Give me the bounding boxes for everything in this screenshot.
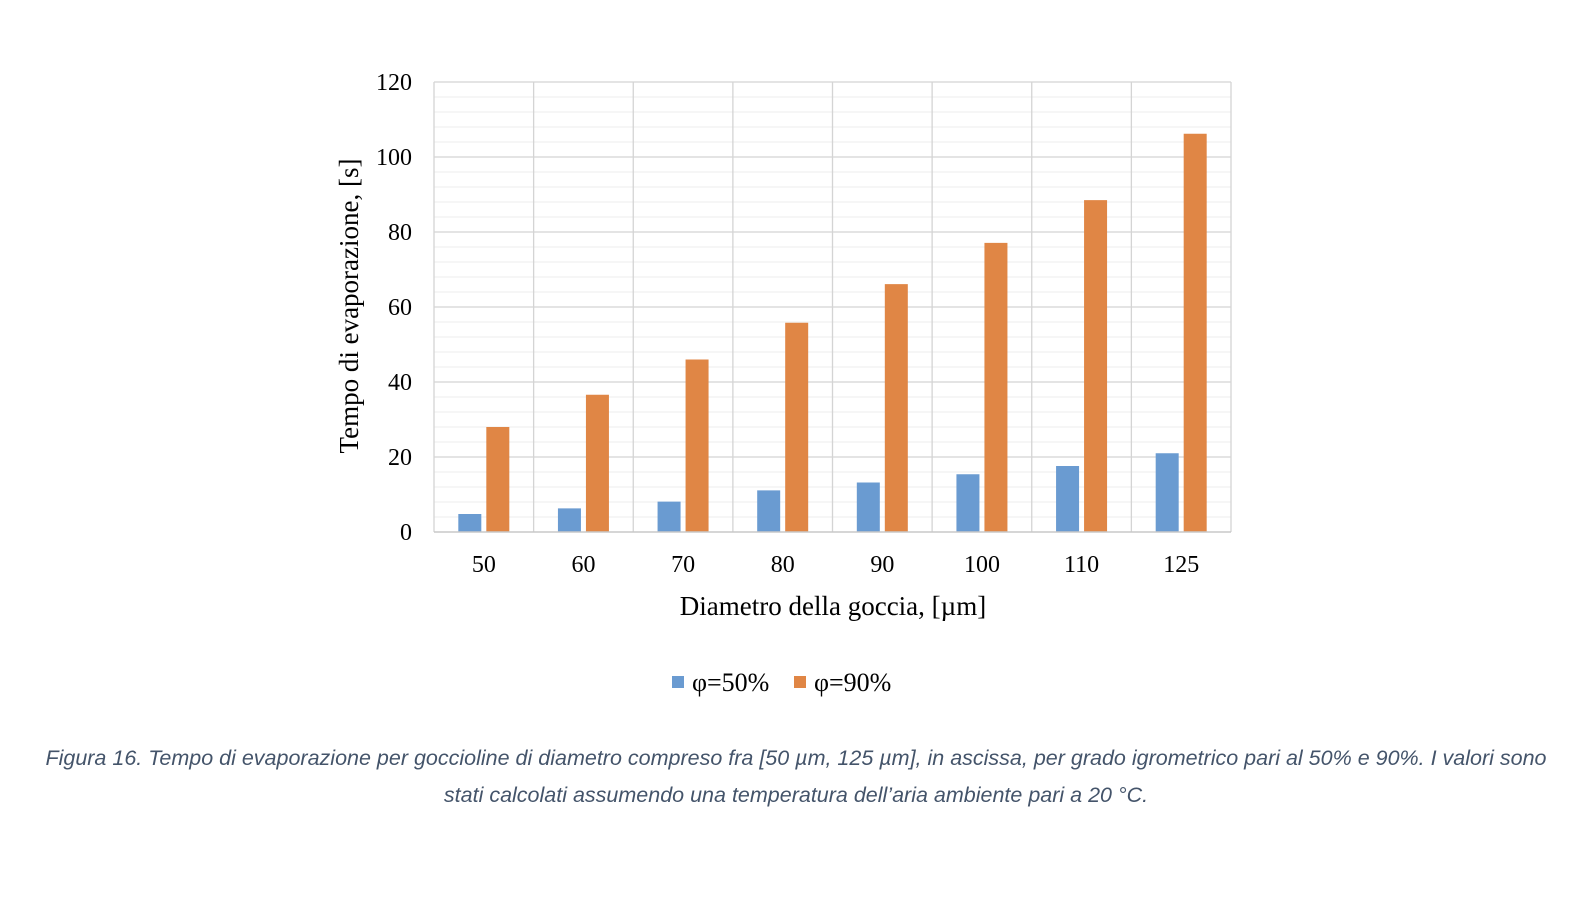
bar-phi50-70	[657, 501, 681, 532]
x-tick-labels: 50 60 70 80 90 100 110 125	[472, 552, 1199, 578]
y-tick-label: 80	[388, 220, 412, 246]
bar-phi90-60	[585, 394, 609, 532]
bar-phi50-60	[557, 508, 581, 532]
bar-phi90-80	[785, 322, 809, 532]
y-tick-label: 60	[388, 295, 412, 321]
bar-phi90-50	[486, 427, 510, 532]
bar-phi90-125	[1183, 133, 1207, 532]
x-tick-label: 90	[870, 552, 894, 578]
y-tick-label: 120	[376, 70, 412, 96]
bar-phi90-100	[984, 242, 1008, 532]
bar-phi50-110	[1056, 466, 1080, 532]
bar-phi50-80	[757, 490, 781, 532]
bar-phi50-50	[458, 514, 482, 532]
x-tick-label: 70	[671, 552, 695, 578]
y-tick-label: 20	[388, 445, 412, 471]
x-tick-label: 125	[1163, 552, 1199, 578]
bar-phi50-90	[856, 482, 880, 532]
y-tick-label: 0	[400, 520, 412, 546]
bar-phi50-125	[1155, 453, 1179, 532]
x-tick-label: 50	[472, 552, 496, 578]
legend-label-phi50: φ=50%	[692, 668, 769, 697]
y-tick-labels: 0 20 40 60 80 100 120	[376, 70, 412, 546]
category-gridlines	[433, 82, 1232, 532]
bar-phi90-90	[884, 284, 908, 532]
y-tick-label: 40	[388, 370, 412, 396]
legend: φ=50% φ=90%	[672, 668, 891, 697]
y-axis-title: Tempo di evaporazione, [s]	[334, 159, 364, 454]
legend-label-phi90: φ=90%	[814, 668, 891, 697]
x-axis-title: Diametro della goccia, [µm]	[680, 591, 986, 621]
legend-swatch-phi90	[794, 676, 806, 688]
legend-swatch-phi50	[672, 676, 684, 688]
x-tick-label: 110	[1064, 552, 1099, 578]
y-tick-label: 100	[376, 145, 412, 171]
bars	[458, 133, 1207, 532]
bar-phi90-70	[685, 359, 709, 532]
bar-phi50-100	[956, 474, 980, 532]
x-tick-label: 60	[571, 552, 595, 578]
x-tick-label: 100	[964, 552, 1000, 578]
figure-caption: Figura 16. Tempo di evaporazione per goc…	[45, 746, 1547, 807]
bar-phi90-110	[1084, 200, 1108, 532]
x-tick-label: 80	[771, 552, 795, 578]
